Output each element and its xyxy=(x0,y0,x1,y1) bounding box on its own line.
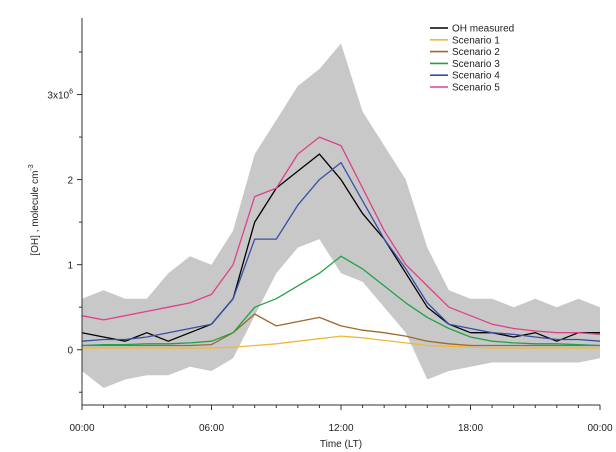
series-line-scenario-4 xyxy=(81,161,601,342)
series-line-scenario-3 xyxy=(81,255,601,347)
uncertainty-band-layer xyxy=(82,43,600,388)
series-line-oh-measured xyxy=(81,153,600,342)
legend-label: Scenario 1 xyxy=(452,35,500,46)
series-layer xyxy=(81,136,601,349)
y-axis-label-text: [OH] , molecule cm xyxy=(30,171,41,256)
y-tick-label: 2 xyxy=(67,176,73,187)
y-tick-exponent: 6 xyxy=(69,89,73,96)
y-tick-layer: 0 1 2 3x106 xyxy=(47,51,82,393)
y-tick-label: 3x106 xyxy=(47,89,73,102)
x-tick-label: 00:00 xyxy=(69,423,94,434)
y-axis-label: [OH] , molecule cm-3 xyxy=(28,164,41,255)
legend-label: Scenario 3 xyxy=(452,59,500,70)
legend-label: Scenario 2 xyxy=(452,47,500,58)
x-axis-label: Time (LT) xyxy=(320,439,362,450)
x-tick-label: 12:00 xyxy=(328,423,353,434)
series-line-scenario-5 xyxy=(81,136,601,336)
x-tick-label: 00:00 xyxy=(587,423,612,434)
legend-label: Scenario 5 xyxy=(452,83,500,94)
x-tick-label: 06:00 xyxy=(199,423,224,434)
series-line-scenario-1 xyxy=(82,335,600,349)
legend-label: OH measured xyxy=(452,24,514,35)
y-tick-label: 0 xyxy=(67,346,73,357)
uncertainty-band xyxy=(82,43,600,388)
legend-label: Scenario 4 xyxy=(452,71,500,82)
y-tick-label: 1 xyxy=(67,261,73,272)
x-tick-label: 18:00 xyxy=(458,423,483,434)
x-tick-layer: 00:00 06:00 12:00 18:00 00:00 xyxy=(69,405,613,434)
y-axis-label-exponent: -3 xyxy=(28,164,35,170)
series-line-scenario-2 xyxy=(82,313,600,347)
